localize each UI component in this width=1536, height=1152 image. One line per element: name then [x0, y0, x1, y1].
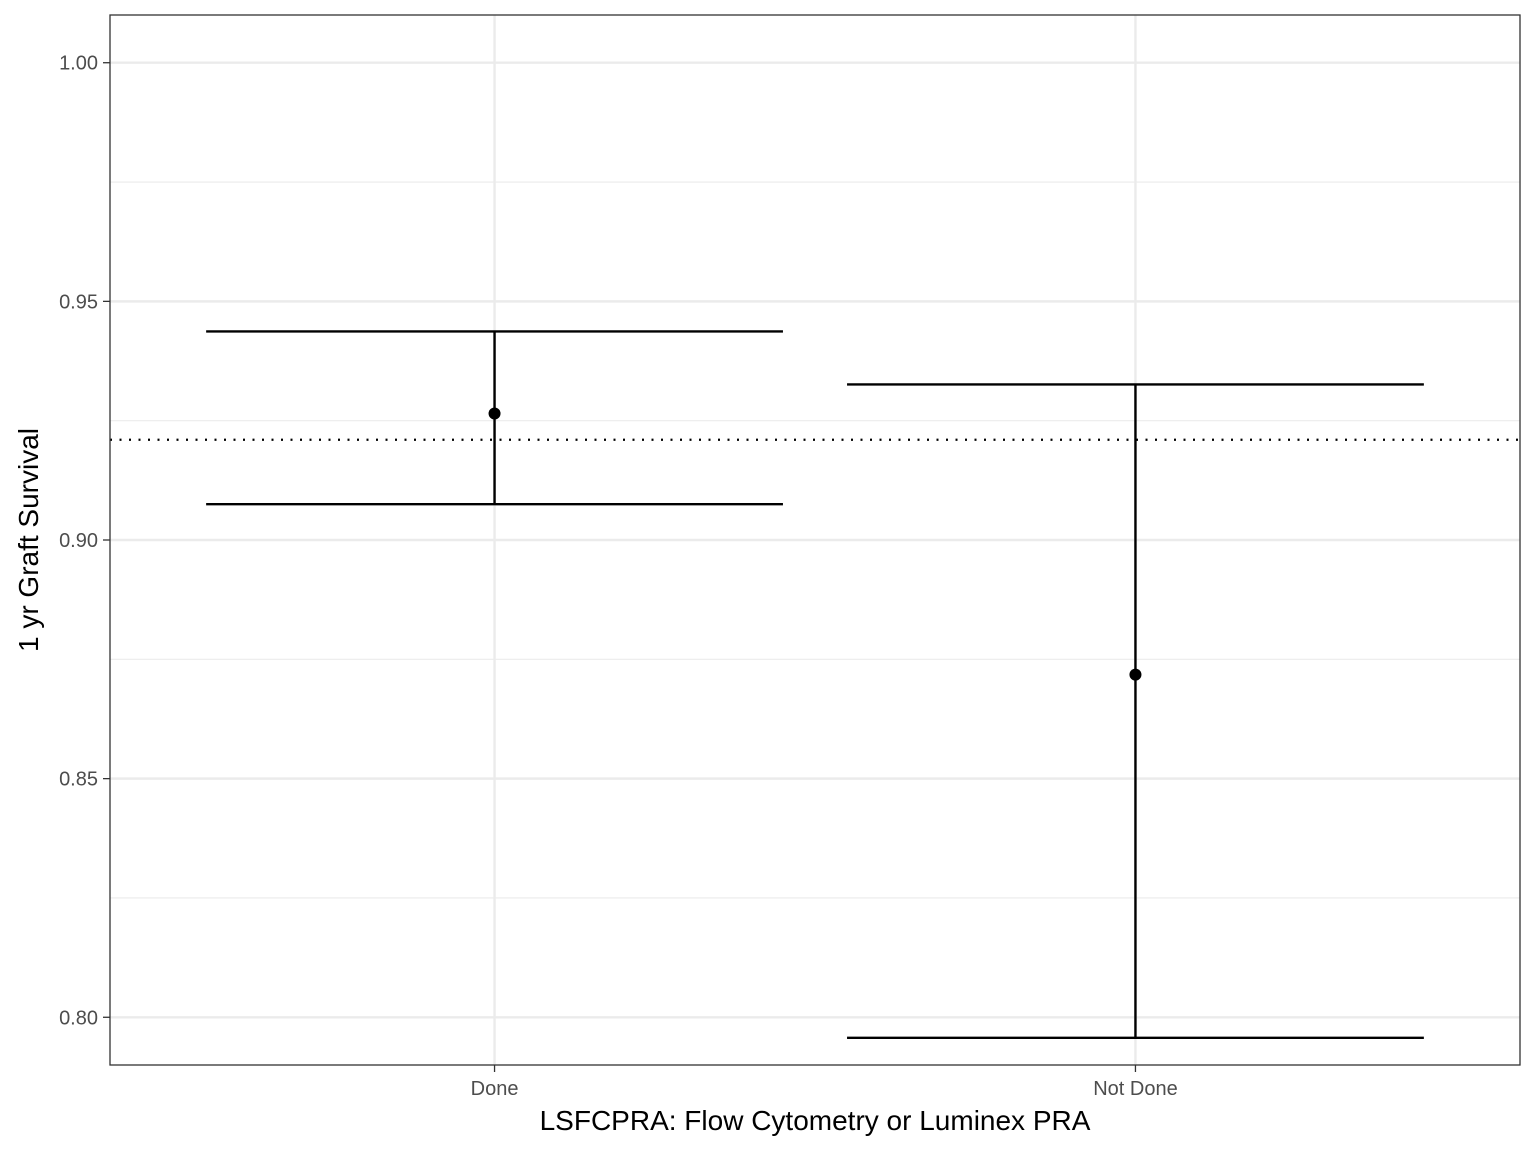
y-tick-label: 0.95 — [59, 291, 98, 313]
y-tick-label: 0.90 — [59, 530, 98, 552]
x-tick-label: Not Done — [1093, 1078, 1178, 1100]
estimate-point — [488, 407, 501, 420]
y-tick-label: 1.00 — [59, 53, 98, 75]
grid-layer — [110, 15, 1520, 1065]
axes-layer: 0.80 0.85 0.90 0.95 1.00 Done Not Done — [59, 53, 1178, 1100]
y-tick-label: 0.85 — [59, 769, 98, 791]
y-tick-label: 0.80 — [59, 1007, 98, 1029]
y-axis-title: 1 yr Graft Survival — [13, 428, 44, 652]
x-tick-label: Done — [471, 1078, 519, 1100]
x-axis-title: LSFCPRA: Flow Cytometry or Luminex PRA — [540, 1105, 1091, 1136]
marks-layer — [206, 330, 1424, 1039]
estimate-point — [1129, 668, 1142, 681]
